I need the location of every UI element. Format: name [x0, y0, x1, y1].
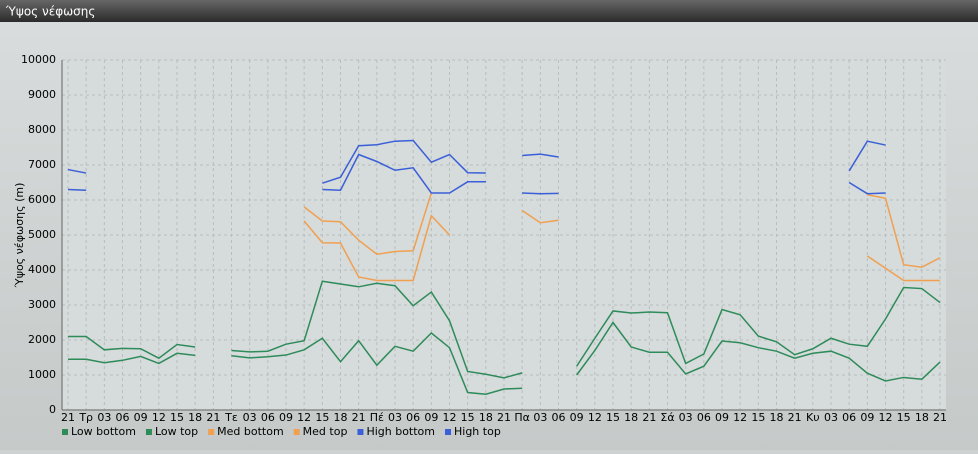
legend-label: High bottom [366, 425, 435, 438]
legend-swatch [208, 429, 215, 435]
x-tick-label: 09 [860, 411, 874, 424]
x-tick-label: 12 [733, 411, 747, 424]
x-tick-label: 03 [824, 411, 838, 424]
y-tick-label: 1000 [28, 368, 56, 381]
x-tick-label: 06 [116, 411, 130, 424]
x-tick-label: 03 [388, 411, 402, 424]
y-tick-label: 6000 [28, 193, 56, 206]
x-tick-label: 21 [352, 411, 366, 424]
y-tick-label: 0 [49, 403, 56, 416]
y-tick-label: 5000 [28, 228, 56, 241]
x-tick-label: 03 [243, 411, 257, 424]
legend-swatch [145, 429, 152, 435]
series-line [68, 280, 941, 379]
x-tick-label: 21 [206, 411, 220, 424]
y-tick-label: 8000 [28, 123, 56, 136]
x-tick-label: 06 [261, 411, 275, 424]
x-tick-label: Πα [514, 411, 530, 424]
x-tick-label: 09 [279, 411, 293, 424]
x-tick-label: 15 [897, 411, 911, 424]
legend-swatch [293, 429, 300, 435]
x-tick-label: 03 [97, 411, 111, 424]
legend-swatch [357, 429, 364, 435]
legend-label: Med top [303, 425, 348, 438]
legend-label: Low bottom [71, 425, 136, 438]
x-tick-label: 21 [642, 411, 656, 424]
x-tick-label: 06 [842, 411, 856, 424]
x-tick-label: 21 [61, 411, 75, 424]
x-tick-label: 21 [788, 411, 802, 424]
x-tick-label: 12 [152, 411, 166, 424]
x-tick-label: 12 [297, 411, 311, 424]
x-tick-label: Πέ [370, 411, 384, 424]
legend-swatch [445, 429, 451, 435]
y-tick-label: 2000 [28, 333, 56, 346]
series-line [67, 153, 886, 195]
x-tick-label: Τρ [78, 411, 93, 424]
x-tick-label: 18 [479, 411, 493, 424]
series-line [303, 192, 941, 268]
x-tick-label: 09 [424, 411, 438, 424]
legend-label: Low top [155, 425, 198, 438]
y-tick-label: 9000 [28, 88, 56, 101]
x-tick-label: 15 [170, 411, 184, 424]
series-line [67, 139, 886, 184]
y-tick-label: 4000 [28, 263, 56, 276]
x-tick-label: 15 [461, 411, 475, 424]
x-tick-label: 12 [588, 411, 602, 424]
legend-swatch [62, 429, 68, 435]
x-tick-label: Κυ [806, 411, 820, 424]
y-tick-label: 7000 [28, 158, 56, 171]
x-tick-label: 15 [751, 411, 765, 424]
series-line [303, 209, 940, 282]
x-tick-label: 09 [715, 411, 729, 424]
x-tick-label: 09 [570, 411, 584, 424]
x-tick-label: 18 [334, 411, 348, 424]
y-tick-label: 3000 [28, 298, 56, 311]
x-tick-label: 06 [552, 411, 566, 424]
x-tick-label: 06 [697, 411, 711, 424]
window-title: Ύψος νέφωσης [5, 5, 95, 19]
x-tick-label: Σά [660, 411, 674, 424]
x-tick-label: 12 [879, 411, 893, 424]
x-tick-label: 18 [770, 411, 784, 424]
x-tick-label: 06 [406, 411, 420, 424]
x-tick-label: 09 [134, 411, 148, 424]
legend-label: High top [454, 425, 501, 438]
title-bar [0, 0, 978, 22]
x-tick-label: 03 [533, 411, 547, 424]
x-tick-label: 15 [606, 411, 620, 424]
x-tick-label: Τε [224, 411, 238, 424]
x-tick-label: 18 [188, 411, 202, 424]
y-axis-label: Ύψος νέφωσης (m) [13, 183, 26, 289]
x-tick-label: 21 [933, 411, 947, 424]
legend-label: Med bottom [217, 425, 284, 438]
x-tick-label: 12 [443, 411, 457, 424]
x-tick-label: 18 [624, 411, 638, 424]
x-tick-label: 15 [315, 411, 329, 424]
x-tick-label: 18 [915, 411, 929, 424]
y-tick-label: 10000 [21, 53, 56, 66]
x-tick-label: 03 [679, 411, 693, 424]
series-line [68, 321, 941, 396]
x-tick-label: 21 [497, 411, 511, 424]
